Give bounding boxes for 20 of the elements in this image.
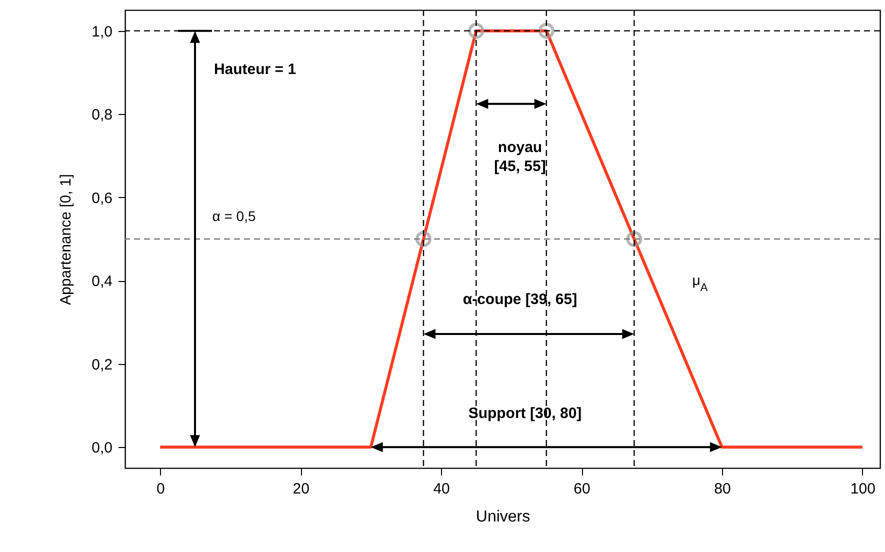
annotation: α = 0,5 xyxy=(212,208,256,224)
y-axis-title: Appartenance [0, 1] xyxy=(58,174,75,305)
annotation: Support [30, 80] xyxy=(468,405,582,422)
x-tick-label: 20 xyxy=(292,480,310,498)
y-tick-label: 0,4 xyxy=(92,273,112,290)
annotation: α-coupe [39, 65] xyxy=(462,291,578,308)
annotation: μ$_{A}$ xyxy=(692,272,708,294)
y-tick-label: 0,0 xyxy=(92,440,112,457)
x-tick-label: 40 xyxy=(433,480,450,498)
annotation: noyau [45, 55] xyxy=(494,139,546,175)
x-tick-label: 100 xyxy=(850,480,876,498)
y-tick-label: 1,0 xyxy=(92,23,112,40)
y-tick-label: 0,2 xyxy=(92,356,112,374)
x-tick-label: 60 xyxy=(574,480,590,498)
x-tick-label: 0 xyxy=(156,480,165,498)
x-tick-label: 80 xyxy=(714,480,731,498)
y-tick-label: 0,6 xyxy=(92,190,112,207)
x-axis-title: Univers xyxy=(476,508,530,526)
annotation: Hauteur = 1 xyxy=(214,61,296,78)
y-tick-label: 0,8 xyxy=(92,106,112,124)
